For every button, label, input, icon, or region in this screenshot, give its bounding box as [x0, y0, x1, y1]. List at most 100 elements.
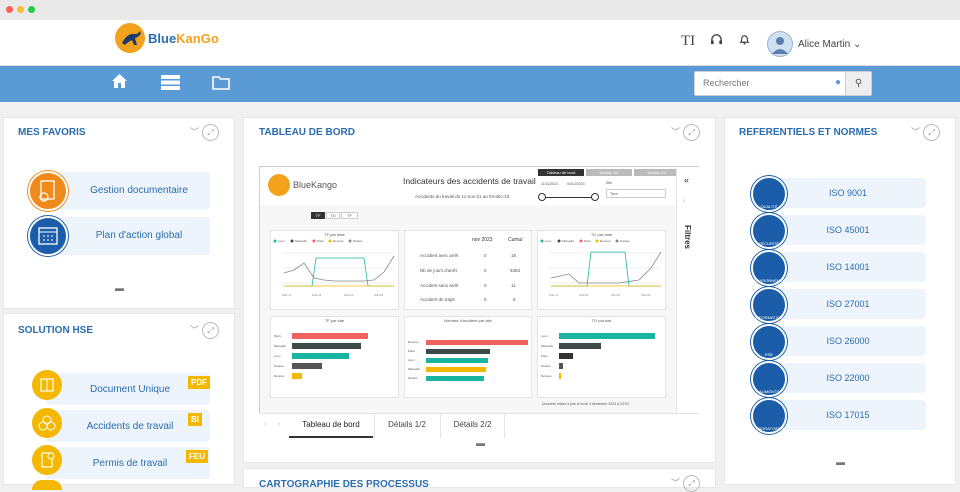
close-dot[interactable]: [6, 6, 13, 13]
bar-nantes: [559, 363, 563, 369]
referentiels-title: REFERENTIELS ET NORMES: [739, 127, 878, 138]
kpi-month: 0: [484, 268, 487, 273]
iso-label: ISO 27001: [826, 299, 870, 309]
chevron-down-icon[interactable]: ﹀: [190, 325, 200, 335]
home-icon[interactable]: [111, 73, 128, 94]
tg-date-chart: Lyon Marseille Paris Rennes Nantes 2021-11 20…: [540, 239, 662, 297]
food-apple-icon: ALIMENTS: [751, 361, 787, 397]
svg-text:Marseille: Marseille: [541, 344, 553, 348]
collapse-filters-icon[interactable]: «: [684, 175, 690, 185]
bar-nantes: [426, 376, 484, 381]
report-title: Indicateurs des accidents de travail: [403, 176, 536, 186]
report-tab-2[interactable]: Détails 2/2: [634, 169, 680, 176]
document-icon: [28, 171, 68, 211]
tab-next-icon[interactable]: ›: [278, 421, 281, 428]
chevron-down-icon[interactable]: ﹀: [190, 127, 200, 137]
tg-date-title: TG par date: [590, 232, 613, 237]
hse-item-accidents[interactable]: Accidents de travail: [46, 410, 210, 442]
date-to: 04/12/2023: [567, 182, 585, 186]
iso-26000[interactable]: ISO 26000: [770, 326, 926, 356]
svg-text:2021-11: 2021-11: [549, 294, 559, 297]
search-input[interactable]: [703, 78, 833, 88]
iso-9001[interactable]: ISO 9001: [770, 178, 926, 208]
bar-paris: [559, 353, 573, 359]
avatar[interactable]: [767, 31, 793, 57]
collapse-handle[interactable]: ▬: [115, 283, 124, 293]
svg-text:Nantes: Nantes: [353, 239, 363, 243]
font-size-icon[interactable]: TI: [681, 33, 696, 49]
microphone-icon[interactable]: ●: [835, 77, 842, 88]
report-tab-0[interactable]: Tableau de bord: [538, 169, 584, 176]
date-slider-handle[interactable]: [538, 193, 546, 201]
bar-lyon: [559, 333, 655, 339]
bottom-tab-tableau[interactable]: Tableau de bord: [289, 414, 373, 438]
kpi-panel: [404, 230, 532, 310]
svg-text:Paris: Paris: [317, 239, 324, 243]
bar-marseille: [426, 367, 486, 372]
kpi-month: 0: [484, 253, 487, 258]
kpi-month: 0: [484, 297, 487, 302]
feu-badge: FEU: [186, 450, 208, 463]
chevron-down-icon[interactable]: ﹀: [671, 127, 681, 137]
svg-text:Nantes: Nantes: [620, 239, 630, 243]
kpi-cumul: 11: [511, 283, 516, 288]
expand-icon[interactable]: ⤢: [683, 124, 701, 141]
svg-text:Lyon: Lyon: [278, 239, 285, 243]
bottom-tab-details1[interactable]: Détails 1/2: [374, 414, 439, 438]
expand-icon[interactable]: ⤢: [683, 475, 701, 492]
iso-14001[interactable]: ISO 14001: [770, 252, 926, 282]
expand-icon[interactable]: ⤢: [202, 124, 220, 141]
report-tab-1[interactable]: Détails 1/2: [586, 169, 632, 176]
collapse-handle[interactable]: ▬: [836, 457, 845, 467]
tf-site-title: TF par site: [324, 318, 345, 323]
date-slider-handle[interactable]: [591, 193, 599, 201]
toggle-tf[interactable]: TF: [311, 212, 325, 219]
iso-27001[interactable]: ISO 27001: [770, 289, 926, 319]
toggle-tg[interactable]: TG: [326, 212, 340, 219]
svg-text:Rennes: Rennes: [274, 374, 285, 378]
favori-label: Plan d'action global: [95, 230, 183, 241]
hse-item-document-unique[interactable]: Document Unique: [46, 373, 210, 405]
svg-text:Paris: Paris: [274, 334, 281, 338]
favoris-card: [3, 117, 235, 309]
app-logo-text[interactable]: BlueKanGo: [148, 31, 219, 46]
report-brand: BlueKango: [293, 180, 338, 190]
collapse-handle[interactable]: ▬: [476, 438, 485, 448]
svg-text:Rennes: Rennes: [408, 340, 419, 344]
expand-icon[interactable]: ⤢: [923, 124, 941, 141]
iso-45001[interactable]: ISO 45001: [770, 215, 926, 245]
hse-item-permis[interactable]: Permis de travail: [46, 447, 210, 479]
user-name-menu[interactable]: Alice Martin ⌄: [798, 39, 862, 50]
kangaroo-logo-icon[interactable]: [115, 23, 145, 53]
date-slider-track: [542, 197, 596, 198]
chevron-down-icon[interactable]: ﹀: [911, 127, 921, 137]
folder-icon[interactable]: [212, 75, 230, 95]
hse-controls: ﹀ ⤢: [190, 322, 220, 339]
tf-date-panel: [270, 230, 399, 310]
kpi-cumul: 18: [511, 253, 517, 258]
legend: Lyon Marseille Paris Rennes Nantes: [273, 239, 363, 243]
filters-pane[interactable]: [676, 167, 699, 413]
dashboard-title: TABLEAU DE BORD: [259, 127, 355, 138]
minimize-dot[interactable]: [17, 6, 24, 13]
kangaroo-logo-icon: [268, 174, 290, 196]
bell-icon[interactable]: [738, 33, 751, 49]
quality-icon: QUALITÉ: [751, 176, 787, 212]
expand-icon[interactable]: ⤢: [202, 322, 220, 339]
svg-text:Nantes: Nantes: [408, 376, 418, 380]
iso-sub: INFORMATION: [755, 315, 783, 320]
headset-icon[interactable]: [710, 33, 723, 49]
list-icon[interactable]: [161, 75, 180, 95]
iso-17015[interactable]: ISO 17015: [770, 400, 926, 430]
chevron-down-icon[interactable]: ﹀: [671, 478, 681, 488]
search-button[interactable]: ⚲: [845, 72, 871, 95]
tf-site-chart: Paris Marseille Lyon Nantes Rennes: [274, 333, 368, 379]
tab-prev-icon[interactable]: ‹: [264, 421, 267, 428]
hse-label: Accidents de travail: [86, 421, 174, 432]
maximize-dot[interactable]: [28, 6, 35, 13]
toggle-tf2[interactable]: TF: [341, 212, 358, 219]
bottom-tab-details2[interactable]: Détails 2/2: [440, 414, 505, 438]
site-select[interactable]: Tout: [606, 189, 666, 198]
iso-22000[interactable]: ISO 22000: [770, 363, 926, 393]
svg-text:Lyon: Lyon: [545, 239, 552, 243]
